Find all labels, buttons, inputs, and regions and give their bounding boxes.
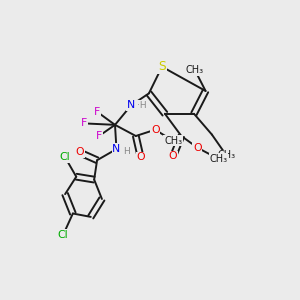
Text: O: O (193, 142, 202, 153)
Text: CH₃: CH₃ (186, 65, 204, 75)
Text: Cl: Cl (60, 152, 70, 162)
Text: O: O (169, 151, 177, 161)
Text: S: S (158, 60, 166, 73)
Text: F: F (81, 118, 88, 128)
Text: N: N (127, 100, 135, 110)
Text: CH₃: CH₃ (164, 136, 182, 146)
Text: CH₃: CH₃ (217, 150, 236, 161)
Text: N: N (112, 144, 121, 154)
Text: F: F (94, 107, 100, 117)
Text: O: O (75, 148, 84, 158)
Text: CH₃: CH₃ (209, 154, 227, 164)
Text: Cl: Cl (58, 230, 68, 240)
Text: F: F (96, 131, 102, 141)
Text: O: O (136, 152, 145, 162)
Text: ·H: ·H (137, 100, 146, 109)
Text: H: H (123, 147, 130, 156)
Text: O: O (151, 125, 160, 135)
